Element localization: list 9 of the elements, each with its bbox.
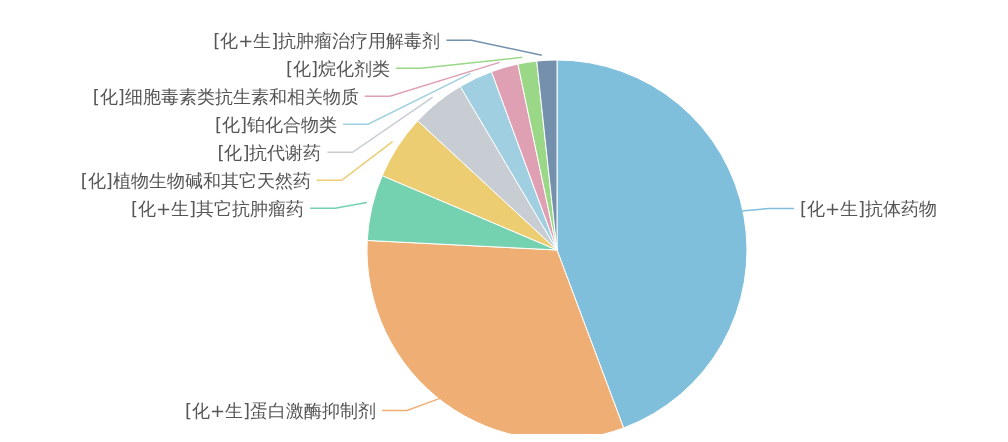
slice-label: [化]烷化剂类: [285, 57, 390, 79]
slice-label: [化]植物生物碱和其它天然药: [80, 169, 311, 191]
slice-label: [化]抗代谢药: [217, 141, 322, 163]
slice-label: [化]细胞毒素类抗生素和相关物质: [92, 85, 359, 107]
slice-label: [化]铂化合物类: [215, 113, 338, 135]
slice-label: [化+生]蛋白激酶抑制剂: [184, 399, 377, 421]
slice-label: [化+生]其它抗肿瘤药: [130, 197, 305, 219]
slice-label: [化+生]抗肿瘤治疗用解毒剂: [213, 29, 441, 51]
slice-label: [化+生]抗体药物: [799, 197, 938, 219]
